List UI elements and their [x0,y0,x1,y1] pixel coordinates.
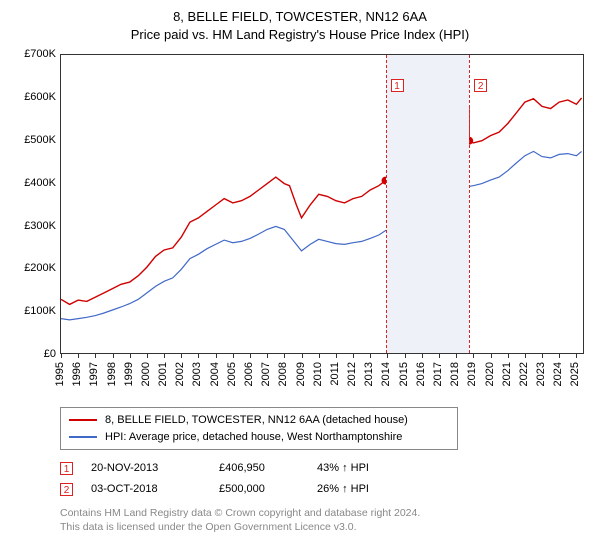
xtick-label: 1997 [88,362,100,386]
plot-region: 12 [60,54,584,354]
xtick-label: 2001 [157,362,169,386]
ytick-label: £100K [24,305,56,317]
txn-price: £406,950 [219,458,299,479]
ytick-label: £400K [24,177,56,189]
txn-callout-1: 1 [60,462,73,475]
chart-callout-2: 2 [474,79,487,92]
xtick-label: 2008 [277,362,289,386]
xtick-label: 2017 [432,362,444,386]
txn-callout-2: 2 [60,483,73,496]
chart-callout-1: 1 [391,79,404,92]
xtick-label: 2012 [346,362,358,386]
xtick-label: 2010 [312,362,324,386]
xtick-label: 2003 [191,362,203,386]
txn-price: £500,000 [219,479,299,500]
txn-hpi: 26% ↑ HPI [317,479,417,500]
xtick-label: 2022 [518,362,530,386]
transaction-row: 1 20-NOV-2013 £406,950 43% ↑ HPI [60,458,590,479]
txn-date: 03-OCT-2018 [91,479,201,500]
xtick-label: 2013 [363,362,375,386]
ytick-label: £0 [44,348,56,360]
xtick-label: 2000 [140,362,152,386]
legend-swatch-hpi [69,436,97,438]
xtick-label: 2009 [295,362,307,386]
ytick-label: £700K [24,48,56,60]
legend: 8, BELLE FIELD, TOWCESTER, NN12 6AA (det… [60,407,458,450]
xtick-label: 2019 [466,362,478,386]
xtick-label: 2015 [398,362,410,386]
ytick-label: £200K [24,262,56,274]
xtick-label: 2016 [415,362,427,386]
legend-row-hpi: HPI: Average price, detached house, West… [69,429,449,446]
chart-subtitle: Price paid vs. HM Land Registry's House … [10,26,590,44]
xtick-label: 1996 [71,362,83,386]
xtick-label: 2004 [209,362,221,386]
transaction-row: 2 03-OCT-2018 £500,000 26% ↑ HPI [60,479,590,500]
chart-title: 8, BELLE FIELD, TOWCESTER, NN12 6AA [10,8,590,26]
xtick-label: 1995 [54,362,66,386]
xtick-label: 2021 [501,362,513,386]
xtick-label: 2005 [226,362,238,386]
txn-date: 20-NOV-2013 [91,458,201,479]
chart-svg [61,55,585,355]
credit-line-2: This data is licensed under the Open Gov… [60,520,590,534]
xtick-label: 1998 [106,362,118,386]
xtick-label: 1999 [123,362,135,386]
txn-hpi: 43% ↑ HPI [317,458,417,479]
legend-label-price: 8, BELLE FIELD, TOWCESTER, NN12 6AA (det… [105,412,408,429]
ytick-label: £600K [24,91,56,103]
xtick-label: 2014 [380,362,392,386]
chart-area: 12 £0£100K£200K£300K£400K£500K£600K£700K… [10,49,590,399]
xtick-label: 2002 [174,362,186,386]
xtick-label: 2011 [329,362,341,386]
xtick-label: 2025 [569,362,581,386]
ytick-label: £300K [24,220,56,232]
credit-line-1: Contains HM Land Registry data © Crown c… [60,506,590,520]
legend-label-hpi: HPI: Average price, detached house, West… [105,429,402,446]
ytick-label: £500K [24,134,56,146]
credit-text: Contains HM Land Registry data © Crown c… [60,506,590,534]
xtick-label: 2023 [535,362,547,386]
xtick-label: 2018 [449,362,461,386]
xtick-label: 2024 [552,362,564,386]
xtick-label: 2006 [243,362,255,386]
xtick-label: 2007 [260,362,272,386]
xtick-label: 2020 [484,362,496,386]
legend-swatch-price [69,419,97,421]
transactions-table: 1 20-NOV-2013 £406,950 43% ↑ HPI 2 03-OC… [60,458,590,500]
legend-row-price: 8, BELLE FIELD, TOWCESTER, NN12 6AA (det… [69,412,449,429]
